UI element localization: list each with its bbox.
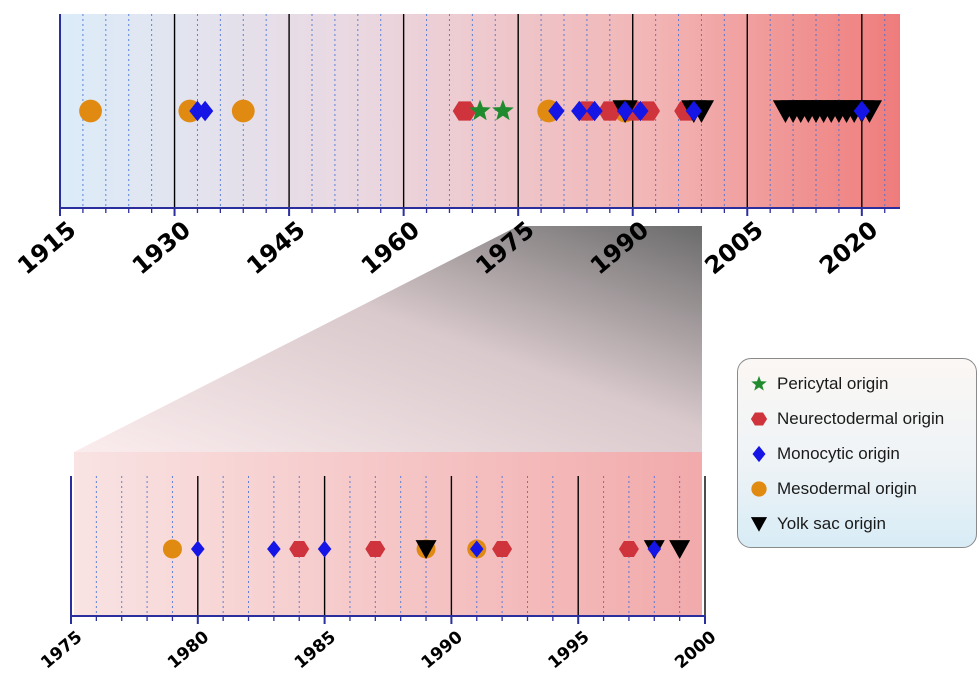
bottom-marks xyxy=(162,539,691,559)
yolk_sac-point xyxy=(669,540,691,559)
mesodermal-point xyxy=(79,99,102,123)
neurectodermal-point xyxy=(365,541,386,557)
legend: Pericytal origin Neurectodermal origin Mon… xyxy=(737,358,977,548)
tick-label: 1980 xyxy=(164,627,213,673)
tick-label: 2005 xyxy=(700,216,769,280)
neurectodermal-point xyxy=(618,541,639,557)
monocytic-point xyxy=(267,540,281,558)
monocytic-point xyxy=(191,540,205,558)
monocytic-point xyxy=(469,540,484,558)
neurectodermal-point xyxy=(452,101,477,121)
bottom-panel-background xyxy=(74,452,702,616)
top-marks xyxy=(79,99,883,123)
legend-item-mesodermal: Mesodermal origin xyxy=(750,476,917,502)
zoom-connector xyxy=(74,226,702,452)
neurectodermal-point xyxy=(289,541,310,557)
tick-label: 2000 xyxy=(671,627,720,673)
hexagon-icon xyxy=(750,412,768,426)
tick-label: 2020 xyxy=(814,216,883,280)
legend-item-monocytic: Monocytic origin xyxy=(750,441,900,467)
mesodermal-point xyxy=(231,99,255,123)
monocytic-point xyxy=(616,100,634,122)
legend-label: Mesodermal origin xyxy=(777,479,917,498)
tick-label: 1975 xyxy=(37,627,86,673)
monocytic-point xyxy=(548,100,565,122)
circle-icon xyxy=(751,481,767,497)
legend-item-neurectodermal: Neurectodermal origin xyxy=(750,406,944,432)
monocytic-point xyxy=(317,540,332,558)
triangle-down-icon xyxy=(750,517,768,532)
legend-item-yolk-sac: Yolk sac origin xyxy=(750,511,886,537)
legend-label: Yolk sac origin xyxy=(777,514,886,533)
monocytic-point xyxy=(571,100,588,122)
tick-label: 1990 xyxy=(418,627,467,673)
pericytal-point xyxy=(469,99,491,121)
monocytic-point xyxy=(853,100,870,122)
monocytic-point xyxy=(685,100,702,122)
pericytal-point xyxy=(492,99,514,121)
star-icon xyxy=(751,375,767,391)
tick-label: 1930 xyxy=(127,216,196,280)
monocytic-point xyxy=(647,540,662,558)
tick-label: 1985 xyxy=(291,627,340,673)
monocytic-point xyxy=(586,100,603,122)
yolk_sac-point xyxy=(415,540,437,559)
tick-label: 1945 xyxy=(241,216,310,280)
monocytic-point xyxy=(196,100,214,122)
diamond-icon xyxy=(752,445,766,463)
tick-label: 1960 xyxy=(356,216,425,280)
legend-label: Neurectodermal origin xyxy=(777,409,945,428)
legend-label: Monocytic origin xyxy=(777,444,900,463)
neurectodermal-point xyxy=(492,541,513,557)
tick-label: 1915 xyxy=(12,216,81,280)
mesodermal-point xyxy=(162,539,182,559)
legend-item-pericytal: Pericytal origin xyxy=(750,371,889,397)
legend-label: Pericytal origin xyxy=(777,374,889,393)
tick-label: 1995 xyxy=(544,627,593,673)
monocytic-point xyxy=(632,100,649,122)
top-grid xyxy=(82,14,886,208)
